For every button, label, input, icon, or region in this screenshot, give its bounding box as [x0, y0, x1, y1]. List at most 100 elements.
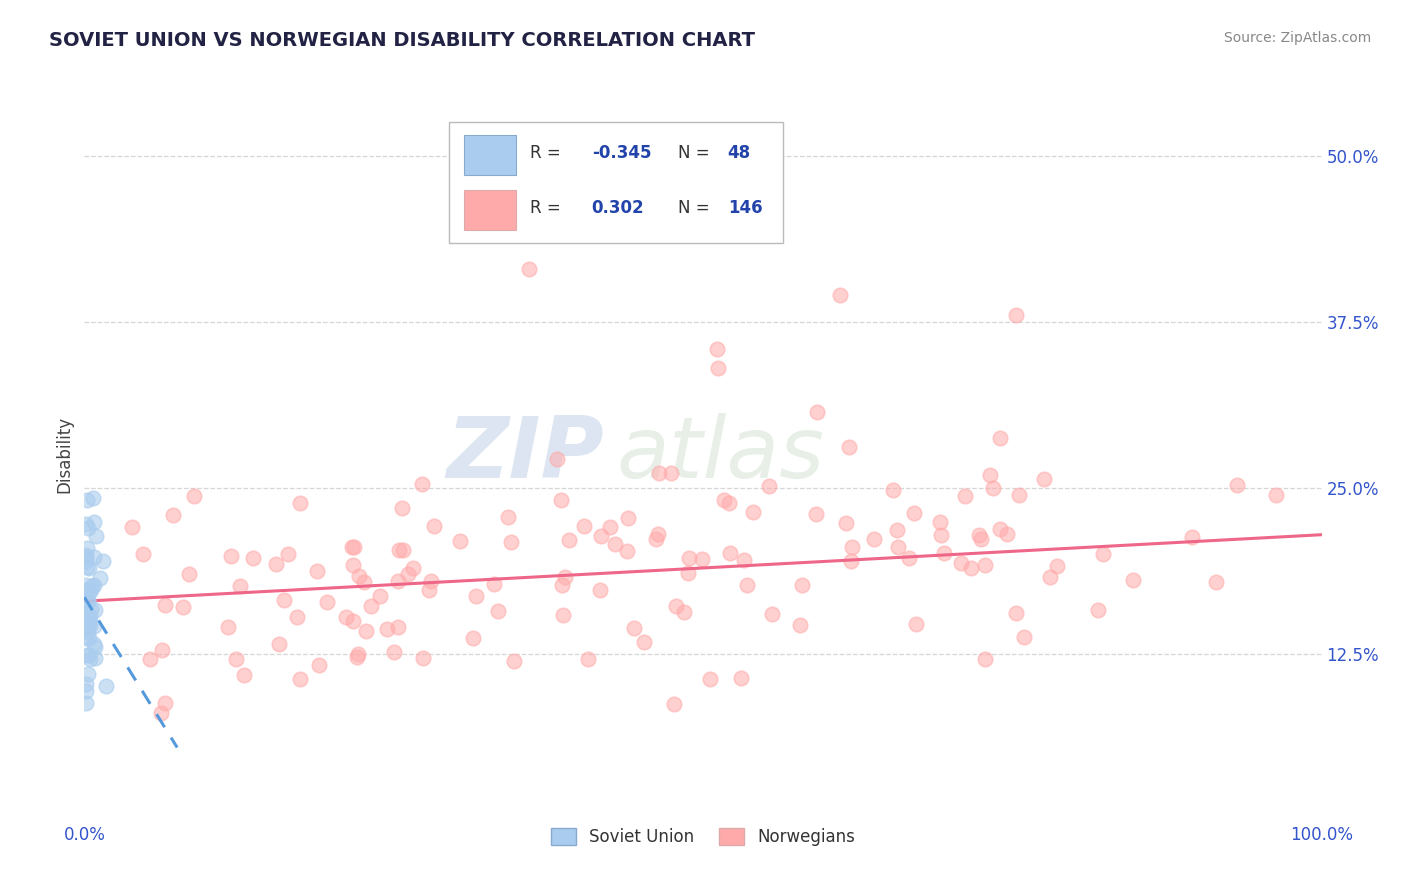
Point — [1012, 630, 1035, 644]
Point — [391, 500, 413, 515]
Point — [76, 607, 98, 622]
FancyBboxPatch shape — [464, 190, 516, 230]
Point — [741, 505, 763, 519]
Point — [76, 541, 98, 556]
Point — [387, 620, 409, 634]
Point — [172, 599, 194, 614]
Text: N =: N = — [678, 200, 710, 218]
Point — [662, 697, 685, 711]
Point — [80, 583, 103, 598]
Point — [150, 706, 173, 721]
Point — [1087, 603, 1109, 617]
Point — [402, 561, 425, 575]
Point — [419, 574, 441, 589]
Point — [887, 540, 910, 554]
Point — [1005, 308, 1028, 322]
Point — [1181, 530, 1204, 544]
Point — [1046, 559, 1069, 574]
Point — [83, 549, 105, 564]
Point — [551, 608, 574, 623]
Point — [79, 561, 101, 575]
Point — [343, 540, 366, 554]
Point — [1122, 573, 1144, 587]
Point — [153, 598, 176, 612]
Point — [863, 532, 886, 546]
Point — [75, 582, 97, 597]
Point — [1005, 606, 1028, 620]
Point — [153, 697, 176, 711]
Point — [75, 554, 97, 568]
Point — [82, 491, 104, 506]
Point — [229, 579, 252, 593]
Point — [335, 610, 357, 624]
Point — [465, 589, 488, 603]
Point — [77, 594, 100, 608]
Point — [1038, 570, 1060, 584]
Point — [150, 643, 173, 657]
Point — [77, 613, 100, 627]
Point — [672, 605, 695, 619]
Point — [1265, 488, 1288, 502]
Point — [648, 467, 671, 481]
Point — [76, 648, 98, 662]
Text: 146: 146 — [728, 200, 762, 218]
Point — [277, 548, 299, 562]
Point — [347, 569, 370, 583]
Point — [647, 526, 669, 541]
Point — [91, 554, 114, 568]
Point — [307, 564, 329, 578]
Point — [616, 544, 638, 558]
Point — [647, 188, 669, 202]
Point — [75, 517, 97, 532]
Text: 0.302: 0.302 — [592, 200, 644, 218]
Point — [342, 541, 364, 555]
Point — [80, 602, 103, 616]
Point — [418, 583, 440, 598]
Point — [79, 617, 101, 632]
Point — [659, 467, 682, 481]
Point — [733, 552, 755, 566]
Point — [316, 595, 339, 609]
Point — [422, 519, 444, 533]
Point — [342, 614, 364, 628]
Point — [79, 652, 101, 666]
Point — [183, 489, 205, 503]
Point — [830, 288, 852, 302]
Point — [645, 532, 668, 546]
Text: ZIP: ZIP — [446, 413, 605, 497]
Point — [605, 537, 627, 551]
Point — [179, 566, 201, 581]
Point — [792, 578, 814, 592]
Point — [554, 570, 576, 584]
Point — [75, 578, 97, 592]
Point — [412, 651, 434, 665]
Point — [502, 655, 524, 669]
Point — [499, 535, 522, 549]
Point — [75, 677, 97, 691]
Point — [928, 515, 950, 529]
Point — [839, 554, 862, 568]
Point — [1226, 478, 1249, 492]
Point — [79, 609, 101, 624]
Point — [269, 637, 291, 651]
Point — [382, 645, 405, 659]
Point — [717, 495, 740, 509]
Point — [77, 592, 100, 607]
Point — [981, 481, 1004, 495]
Point — [761, 607, 783, 621]
Point — [929, 528, 952, 542]
Point — [77, 521, 100, 535]
Point — [219, 549, 242, 563]
Point — [346, 647, 368, 661]
Point — [83, 619, 105, 633]
Point — [707, 361, 730, 376]
FancyBboxPatch shape — [450, 122, 783, 243]
Point — [995, 526, 1018, 541]
Point — [599, 520, 621, 534]
Point — [664, 599, 686, 613]
Y-axis label: Disability: Disability — [55, 417, 73, 493]
Legend: Soviet Union, Norwegians: Soviet Union, Norwegians — [544, 821, 862, 853]
Point — [482, 577, 505, 591]
Point — [758, 479, 780, 493]
Point — [77, 624, 100, 639]
